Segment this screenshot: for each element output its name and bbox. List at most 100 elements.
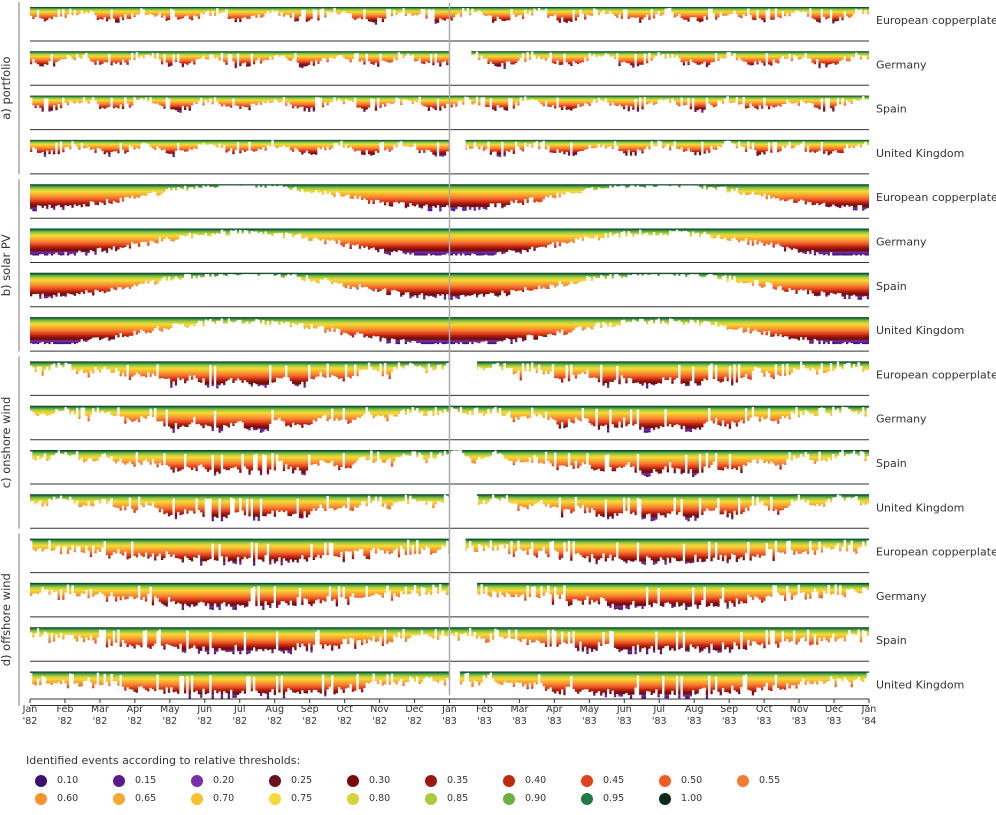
legend-swatch xyxy=(191,792,203,805)
legend-title: Identified events according to relative … xyxy=(26,754,301,767)
legend-label: 0.90 xyxy=(525,793,547,804)
x-tick-year: '83 xyxy=(512,716,527,727)
legend-item: 0.80 xyxy=(338,791,416,806)
legend-label: 0.35 xyxy=(447,775,469,786)
legend-swatch xyxy=(35,792,47,805)
x-tick-year: '83 xyxy=(442,716,457,727)
legend-label: 0.80 xyxy=(369,793,391,804)
legend-swatch xyxy=(113,774,125,787)
event-area xyxy=(30,361,869,389)
x-tick-month: Mar xyxy=(510,704,528,715)
threshold-legend: Identified events according to relative … xyxy=(26,754,886,806)
series-label: Spain xyxy=(876,457,907,470)
legend-swatch xyxy=(35,774,47,787)
legend-item: 0.65 xyxy=(104,791,182,806)
series-label: European copperplate xyxy=(876,546,996,559)
series-label: Germany xyxy=(876,413,927,426)
x-tick-month: Aug xyxy=(265,704,284,715)
strip-d-offshore-wind-united-kingdom xyxy=(30,670,869,706)
legend-label: 0.20 xyxy=(213,775,235,786)
legend-swatch xyxy=(347,792,359,805)
event-area xyxy=(30,95,869,113)
legend-label: 0.25 xyxy=(291,775,313,786)
legend-swatch xyxy=(191,774,203,787)
x-tick-year: '82 xyxy=(407,716,422,727)
series-label: European copperplate xyxy=(876,368,996,381)
legend-item: 0.90 xyxy=(494,791,572,806)
x-tick-month: Jan xyxy=(861,704,877,715)
legend-label: 0.60 xyxy=(57,793,79,804)
x-tick-month: Nov xyxy=(370,704,389,715)
x-tick-month: Jan xyxy=(22,704,38,715)
series-label: Spain xyxy=(876,103,907,116)
legend-item: 0.45 xyxy=(572,773,650,788)
legend-item: 0.85 xyxy=(416,791,494,806)
x-tick-year: '82 xyxy=(162,716,177,727)
x-tick-month: Jun xyxy=(616,704,632,715)
x-tick-month: Dec xyxy=(825,704,843,715)
legend-label: 0.50 xyxy=(681,775,703,786)
event-area xyxy=(30,494,869,522)
x-tick-month: Apr xyxy=(546,704,563,715)
legend-item: 0.35 xyxy=(416,773,494,788)
x-tick-year: '82 xyxy=(128,716,143,727)
legend-item: 0.60 xyxy=(26,791,104,806)
x-tick-year: '82 xyxy=(302,716,317,727)
x-axis: Jan'82Feb'82Mar'82Apr'82May'82Jun'82Jul'… xyxy=(22,698,877,727)
series-label: United Kingdom xyxy=(876,679,964,692)
series-label: Germany xyxy=(876,590,927,603)
x-tick-year: '82 xyxy=(267,716,282,727)
event-area xyxy=(30,671,869,699)
legend-swatch xyxy=(737,774,749,787)
legend-grid: 0.10 0.15 0.20 0.25 0.30 0.35 0.40 0.45 0.50 0.55… xyxy=(26,773,886,806)
data-gap xyxy=(449,670,460,700)
event-area xyxy=(30,405,869,433)
legend-label: 0.15 xyxy=(135,775,157,786)
data-gap xyxy=(449,138,466,168)
legend-item: 0.25 xyxy=(260,773,338,788)
legend-item: 1.00 xyxy=(650,791,728,806)
series-label: Germany xyxy=(876,58,927,71)
x-tick-month: May xyxy=(160,704,180,715)
legend-swatch xyxy=(425,774,437,787)
data-gap xyxy=(449,50,472,80)
x-tick-year: '83 xyxy=(547,716,562,727)
series-labels: European copperplate Germany Spain United K… xyxy=(876,14,996,692)
x-tick-month: Jun xyxy=(196,704,212,715)
legend-item: 0.30 xyxy=(338,773,416,788)
x-tick-month: Sep xyxy=(301,704,319,715)
data-gap xyxy=(449,537,466,567)
series-label: United Kingdom xyxy=(876,501,964,514)
series-label: Spain xyxy=(876,634,907,647)
event-area xyxy=(30,450,869,477)
event-area xyxy=(30,627,869,655)
x-tick-month: Jul xyxy=(653,704,665,715)
legend-label: 0.65 xyxy=(135,793,157,804)
series-label: United Kingdom xyxy=(876,324,964,337)
x-tick-year: '82 xyxy=(58,716,73,727)
x-tick-year: '82 xyxy=(23,716,38,727)
legend-label: 0.70 xyxy=(213,793,235,804)
x-tick-year: '83 xyxy=(617,716,632,727)
legend-item: 0.40 xyxy=(494,773,572,788)
series-label: United Kingdom xyxy=(876,147,964,160)
legend-label: 0.10 xyxy=(57,775,79,786)
legend-swatch xyxy=(269,774,281,787)
x-tick-month: Mar xyxy=(91,704,109,715)
legend-item: 0.20 xyxy=(182,773,260,788)
legend-swatch xyxy=(581,792,593,805)
legend-label: 0.30 xyxy=(369,775,391,786)
x-tick-year: '83 xyxy=(827,716,842,727)
x-tick-month: Feb xyxy=(57,704,74,715)
legend-item: 0.55 xyxy=(728,773,806,788)
legend-item: 0.15 xyxy=(104,773,182,788)
series-label: European copperplate xyxy=(876,14,996,27)
x-tick-year: '82 xyxy=(93,716,108,727)
legend-item: 0.10 xyxy=(26,773,104,788)
x-tick-year: '83 xyxy=(477,716,492,727)
legend-swatch xyxy=(347,774,359,787)
x-tick-month: Jan xyxy=(441,704,457,715)
legend-label: 0.95 xyxy=(603,793,625,804)
x-tick-month: Nov xyxy=(790,704,809,715)
